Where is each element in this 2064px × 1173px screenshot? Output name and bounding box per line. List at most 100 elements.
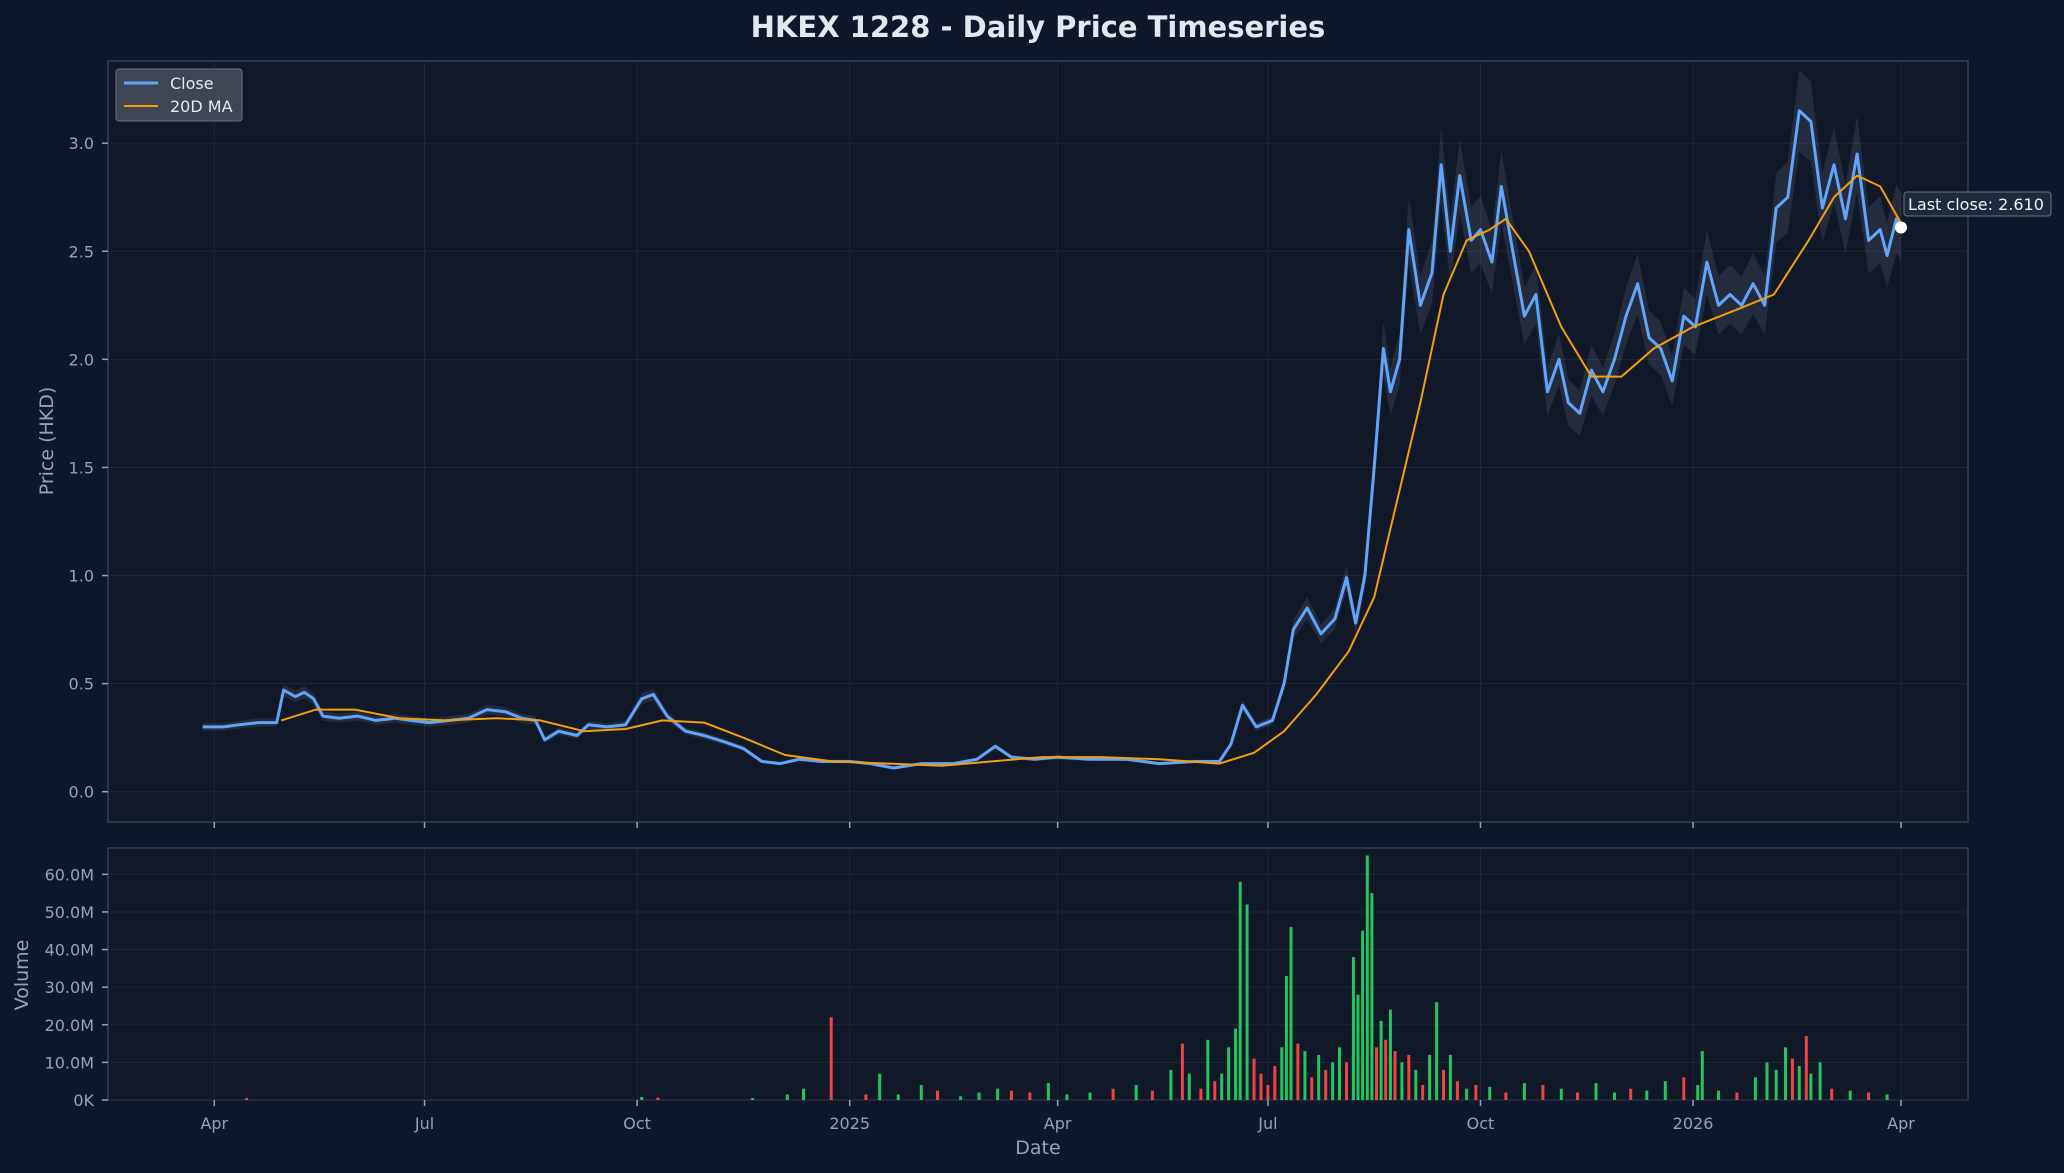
volume-bar bbox=[785, 1094, 789, 1100]
volume-bar bbox=[1303, 1051, 1307, 1100]
volume-bar bbox=[1206, 1039, 1210, 1100]
volume-bar bbox=[1338, 1047, 1341, 1100]
volume-bar bbox=[1388, 1009, 1392, 1100]
volume-bar bbox=[1088, 1092, 1092, 1100]
legend: Close 20D MA bbox=[115, 68, 243, 122]
volume-bar bbox=[1442, 1069, 1445, 1100]
volume-bar bbox=[1414, 1069, 1418, 1100]
volume-bar bbox=[1629, 1088, 1633, 1100]
volume-y-tick-label: 60.0M bbox=[45, 865, 94, 884]
volume-bar bbox=[959, 1096, 963, 1100]
price-y-tick-label: 0.0 bbox=[69, 783, 94, 802]
volume-bar bbox=[1370, 893, 1374, 1100]
x-tick-label: Jul bbox=[1257, 1114, 1277, 1133]
volume-bar bbox=[1465, 1088, 1469, 1100]
volume-bar bbox=[1428, 1054, 1432, 1100]
volume-bar bbox=[1234, 1028, 1238, 1100]
volume-bar bbox=[896, 1094, 900, 1100]
x-tick-label: 2026 bbox=[1673, 1114, 1714, 1133]
volume-y-tick-label: 0K bbox=[73, 1091, 94, 1110]
x-axis-label: Date bbox=[1015, 1137, 1060, 1159]
volume-bar bbox=[1765, 1062, 1769, 1100]
volume-bar bbox=[1220, 1073, 1224, 1100]
volume-bar bbox=[1289, 927, 1293, 1100]
volume-bar bbox=[1474, 1085, 1478, 1100]
volume-bar bbox=[936, 1090, 939, 1100]
close-line bbox=[202, 109, 1903, 770]
price-y-ticks: 0.0 0.5 1.0 1.5 2.0 2.5 3.0 bbox=[69, 134, 108, 802]
volume-bar bbox=[1455, 1081, 1459, 1100]
volume-bar bbox=[1009, 1090, 1013, 1100]
volume-bar bbox=[1266, 1085, 1270, 1100]
price-panel: 0.0 0.5 1.0 1.5 2.0 2.5 3.0 Price (HKD) bbox=[36, 60, 1969, 823]
volume-bar bbox=[1809, 1073, 1813, 1100]
volume-bar bbox=[1065, 1094, 1069, 1100]
volume-bar bbox=[1384, 1039, 1388, 1100]
volume-bar bbox=[1252, 1058, 1256, 1100]
price-plot-area bbox=[107, 60, 1969, 823]
volume-bar bbox=[1296, 1043, 1300, 1100]
volume-bar bbox=[977, 1092, 981, 1100]
x-tick-label: Apr bbox=[200, 1114, 228, 1133]
volume-bar bbox=[1784, 1047, 1787, 1100]
volume-bar bbox=[1435, 1002, 1439, 1100]
volume-y-tick-label: 30.0M bbox=[45, 978, 94, 997]
volume-bar bbox=[1645, 1090, 1649, 1100]
x-tick-label: Oct bbox=[623, 1114, 651, 1133]
volume-bar bbox=[1682, 1077, 1686, 1100]
volume-bar bbox=[829, 1017, 833, 1100]
volume-bar bbox=[1187, 1073, 1191, 1100]
volume-bar bbox=[245, 1098, 249, 1100]
volume-bar bbox=[1594, 1083, 1598, 1100]
volume-bar bbox=[1345, 1062, 1348, 1100]
volume-bar bbox=[1790, 1058, 1794, 1100]
volume-bar bbox=[640, 1097, 644, 1100]
x-tick-label: Jul bbox=[414, 1114, 434, 1133]
volume-bar bbox=[1375, 1047, 1378, 1100]
volume-y-axis-label: Volume bbox=[11, 940, 33, 1011]
last-close-label: Last close: 2.610 bbox=[1908, 195, 2044, 214]
volume-y-tick-label: 20.0M bbox=[45, 1016, 94, 1035]
volume-bar bbox=[1504, 1092, 1508, 1100]
volume-bar bbox=[1213, 1081, 1217, 1100]
volume-bar bbox=[1150, 1090, 1154, 1100]
volume-bar bbox=[802, 1088, 805, 1100]
volume-bar bbox=[1696, 1085, 1700, 1100]
last-close-marker bbox=[1895, 221, 1907, 234]
close-range-band bbox=[202, 69, 1902, 770]
volume-bar bbox=[1818, 1062, 1822, 1100]
volume-bar bbox=[656, 1097, 660, 1100]
volume-y-tick-label: 10.0M bbox=[45, 1053, 94, 1072]
x-tick-label: 2025 bbox=[829, 1114, 870, 1133]
volume-bar bbox=[1028, 1092, 1032, 1100]
volume-bar bbox=[1448, 1054, 1452, 1100]
volume-grid bbox=[108, 848, 1968, 1101]
volume-bar bbox=[1700, 1051, 1704, 1100]
chart-title: HKEX 1228 - Daily Price Timeseries bbox=[751, 10, 1326, 44]
volume-bar bbox=[1717, 1090, 1720, 1100]
volume-bar bbox=[1830, 1088, 1834, 1100]
volume-plot-area bbox=[107, 847, 1969, 1101]
volume-bar bbox=[1663, 1081, 1667, 1100]
volume-bar bbox=[1238, 881, 1242, 1100]
price-y-tick-label: 1.5 bbox=[69, 458, 94, 477]
volume-bars bbox=[245, 855, 1889, 1100]
price-y-tick-label: 2.0 bbox=[69, 350, 94, 369]
last-close-box bbox=[1903, 191, 2052, 217]
volume-bar bbox=[1400, 1062, 1404, 1100]
volume-bar bbox=[1317, 1054, 1321, 1100]
volume-bar bbox=[1885, 1094, 1889, 1100]
volume-bar bbox=[1848, 1090, 1852, 1100]
volume-bar bbox=[1111, 1088, 1115, 1100]
volume-bar bbox=[1356, 994, 1360, 1100]
volume-bar bbox=[1576, 1092, 1579, 1100]
volume-bar bbox=[1488, 1086, 1492, 1100]
volume-bar bbox=[1407, 1054, 1411, 1100]
volume-bar bbox=[996, 1088, 1000, 1100]
volume-bar bbox=[1867, 1092, 1871, 1100]
price-y-tick-label: 2.5 bbox=[69, 242, 94, 261]
volume-y-tick-label: 50.0M bbox=[45, 903, 94, 922]
price-y-axis-label: Price (HKD) bbox=[36, 387, 58, 496]
volume-bar bbox=[1046, 1083, 1050, 1100]
x-tick-label: Oct bbox=[1467, 1114, 1495, 1133]
